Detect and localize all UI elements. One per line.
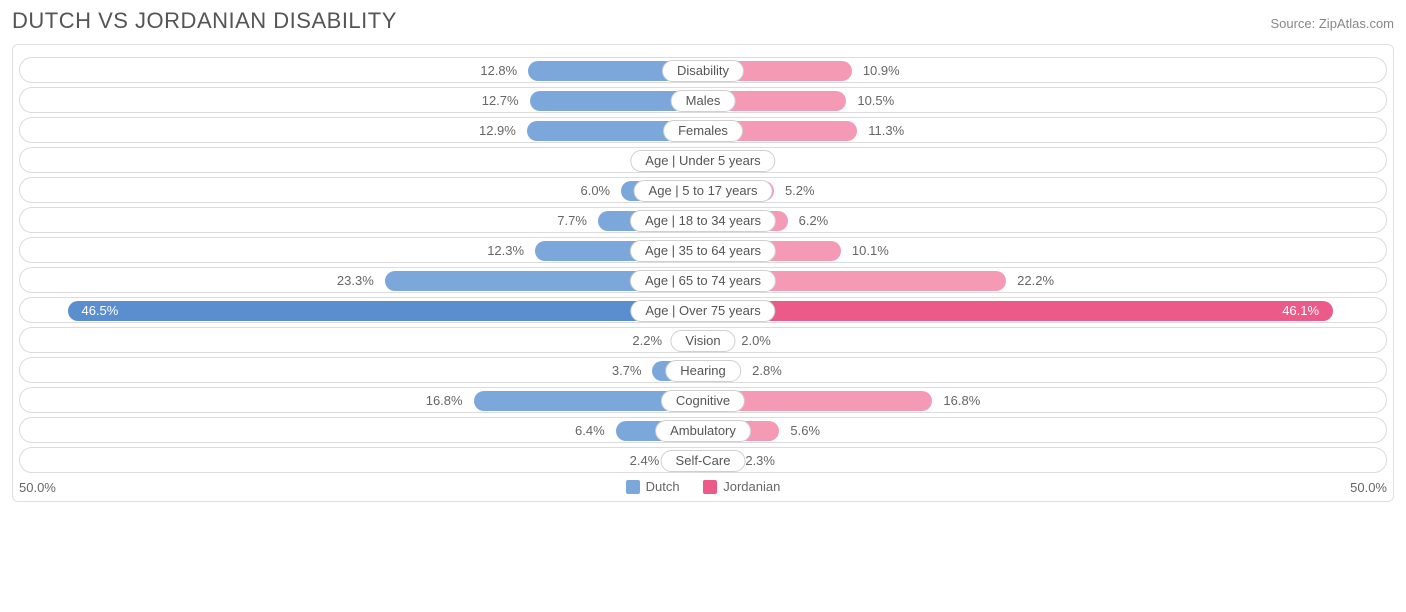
category-pill: Males — [671, 90, 736, 112]
category-pill: Females — [663, 120, 743, 142]
value-label-left: 46.5% — [81, 298, 118, 324]
value-label-right: 6.2% — [799, 208, 829, 234]
chart-title: DUTCH VS JORDANIAN DISABILITY — [12, 8, 397, 34]
value-label-right: 2.0% — [741, 328, 771, 354]
category-pill: Age | Under 5 years — [630, 150, 775, 172]
category-pill: Age | 5 to 17 years — [634, 180, 773, 202]
value-label-right: 11.3% — [868, 118, 904, 144]
legend-item-right: Jordanian — [703, 479, 780, 494]
source-label: Source: ZipAtlas.com — [1270, 16, 1394, 31]
value-label-right: 2.3% — [745, 448, 775, 474]
category-pill: Self-Care — [661, 450, 746, 472]
chart-row: 6.4% 5.6% Ambulatory — [19, 417, 1387, 443]
value-label-right: 22.2% — [1017, 268, 1054, 294]
value-label-right: 10.1% — [852, 238, 889, 264]
axis-right-label: 50.0% — [1350, 480, 1387, 495]
header: DUTCH VS JORDANIAN DISABILITY Source: Zi… — [12, 8, 1394, 34]
value-label-right: 5.2% — [785, 178, 815, 204]
chart-row: 2.4% 2.3%Self-Care — [19, 447, 1387, 473]
chart-row: 6.0% 5.2% Age | 5 to 17 years — [19, 177, 1387, 203]
value-label-left: 2.2% — [632, 328, 662, 354]
chart-row: 16.8% 16.8% Cognitive — [19, 387, 1387, 413]
category-pill: Disability — [662, 60, 744, 82]
chart-row: 2.2% 2.0% Vision — [19, 327, 1387, 353]
value-label-left: 12.9% — [479, 118, 516, 144]
chart-row: 7.7% 6.2% Age | 18 to 34 years — [19, 207, 1387, 233]
value-label-left: 12.8% — [480, 58, 517, 84]
category-pill: Age | 18 to 34 years — [630, 210, 776, 232]
legend-label-left: Dutch — [646, 479, 680, 494]
category-pill: Age | 65 to 74 years — [630, 270, 776, 292]
chart-row: 3.7% 2.8% Hearing — [19, 357, 1387, 383]
value-label-right: 2.8% — [752, 358, 782, 384]
category-pill: Ambulatory — [655, 420, 751, 442]
legend-swatch-left — [626, 480, 640, 494]
value-label-left: 3.7% — [612, 358, 642, 384]
chart-row: 23.3% 22.2% Age | 65 to 74 years — [19, 267, 1387, 293]
value-label-left: 6.4% — [575, 418, 605, 444]
chart-row: 1.7%1.1%Age | Under 5 years — [19, 147, 1387, 173]
value-label-left: 12.3% — [487, 238, 524, 264]
category-pill: Hearing — [665, 360, 741, 382]
category-pill: Age | Over 75 years — [630, 300, 775, 322]
value-label-left: 16.8% — [426, 388, 463, 414]
category-pill: Age | 35 to 64 years — [630, 240, 776, 262]
chart-row: 12.9% 11.3% Females — [19, 117, 1387, 143]
chart-row: 12.8% 10.9% Disability — [19, 57, 1387, 83]
chart-row: 46.5% 46.1% Age | Over 75 years — [19, 297, 1387, 323]
chart-container: DUTCH VS JORDANIAN DISABILITY Source: Zi… — [0, 0, 1406, 506]
bar-right — [703, 301, 1333, 321]
value-label-left: 2.4% — [630, 448, 660, 474]
value-label-right: 5.6% — [790, 418, 820, 444]
bar-left — [68, 301, 703, 321]
value-label-left: 23.3% — [337, 268, 374, 294]
axis-left-label: 50.0% — [19, 480, 56, 495]
legend-swatch-right — [703, 480, 717, 494]
rows-host: 12.8% 10.9% Disability 12.7% 10.5% Males 12.9%… — [19, 57, 1387, 473]
value-label-left: 6.0% — [580, 178, 610, 204]
value-label-right: 10.9% — [863, 58, 900, 84]
value-label-left: 12.7% — [482, 88, 519, 114]
value-label-left: 7.7% — [557, 208, 587, 234]
chart-row: 12.3% 10.1% Age | 35 to 64 years — [19, 237, 1387, 263]
legend-label-right: Jordanian — [723, 479, 780, 494]
chart-row: 12.7% 10.5% Males — [19, 87, 1387, 113]
category-pill: Vision — [670, 330, 735, 352]
chart-area: 12.8% 10.9% Disability 12.7% 10.5% Males 12.9%… — [12, 44, 1394, 502]
chart-footer: 50.0% Dutch Jordanian 50.0% — [19, 479, 1387, 497]
value-label-right: 46.1% — [1282, 298, 1319, 324]
category-pill: Cognitive — [661, 390, 745, 412]
value-label-right: 10.5% — [857, 88, 894, 114]
legend-item-left: Dutch — [626, 479, 680, 494]
value-label-right: 16.8% — [943, 388, 980, 414]
legend: Dutch Jordanian — [56, 479, 1350, 497]
